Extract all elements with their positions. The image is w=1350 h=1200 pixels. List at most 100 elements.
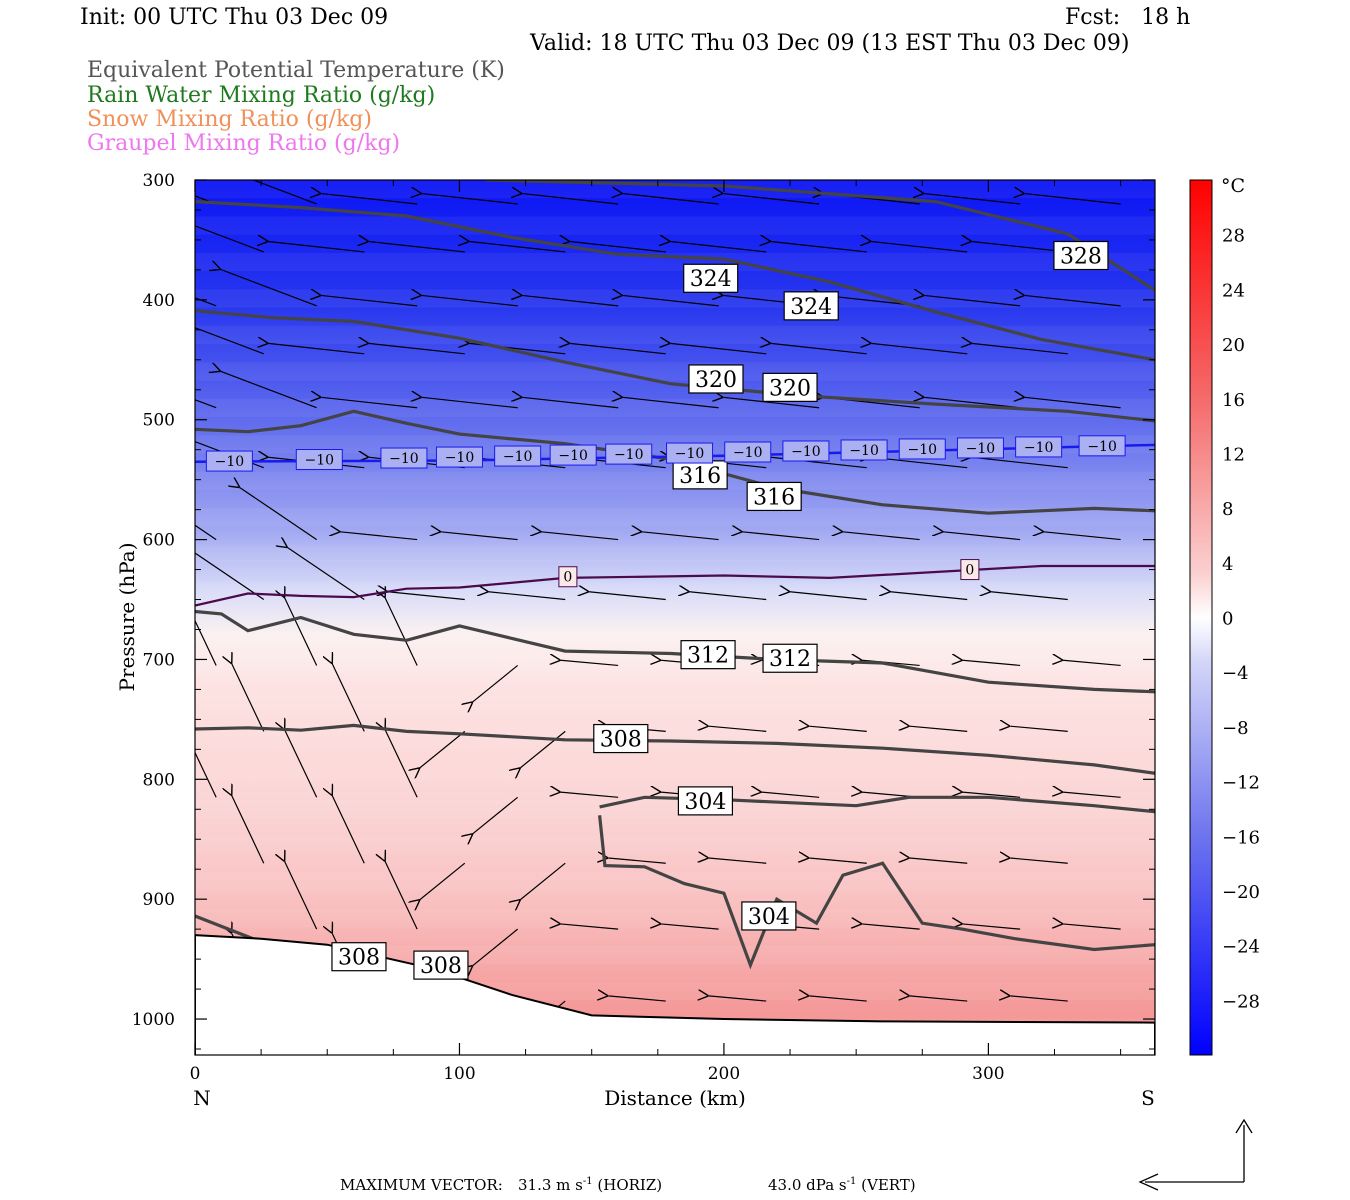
wind-vector xyxy=(1063,660,1121,667)
max-vector-vert: 43.0 dPa s-1 (VERT) xyxy=(768,1176,916,1194)
isotherm-label: −10 xyxy=(549,444,597,466)
wind-vector xyxy=(321,194,418,205)
svg-text:−10: −10 xyxy=(907,442,937,458)
wind-vector xyxy=(871,242,968,253)
svg-text:−10: −10 xyxy=(614,447,644,463)
colorbar-tick-label: 8 xyxy=(1222,499,1233,520)
svg-text:304: 304 xyxy=(684,790,726,815)
wind-vector xyxy=(369,242,465,253)
wind-vector xyxy=(723,194,820,205)
svg-text:308: 308 xyxy=(338,946,380,971)
wind-vector xyxy=(195,195,217,205)
isotherm-label: −10 xyxy=(956,437,1004,459)
wind-vector xyxy=(561,660,619,667)
theta-e-contour-line xyxy=(195,609,1155,694)
wind-vector xyxy=(287,548,365,601)
legend-rain-water: Rain Water Mixing Ratio (g/kg) xyxy=(87,83,436,108)
wind-vector xyxy=(473,664,519,701)
svg-text:−10: −10 xyxy=(503,449,533,465)
y-tick-label: 600 xyxy=(143,531,175,551)
wind-vector xyxy=(924,295,1021,307)
theta-e-contour-line xyxy=(195,723,1155,775)
wind-vector xyxy=(195,552,265,601)
svg-text:312: 312 xyxy=(687,644,729,669)
svg-text:−10: −10 xyxy=(733,445,763,461)
wind-vector xyxy=(642,532,719,541)
wind-vector xyxy=(385,862,418,930)
wind-vector xyxy=(608,996,666,1002)
wind-vector xyxy=(195,619,217,666)
wind-vector xyxy=(195,524,217,541)
legend-snow: Snow Mixing Ratio (g/kg) xyxy=(87,107,372,132)
wind-vector xyxy=(809,996,867,1002)
y-tick-label: 400 xyxy=(143,291,175,311)
wind-vector xyxy=(991,592,1068,601)
isotherm-label: −10 xyxy=(435,446,483,468)
wind-vector xyxy=(809,858,867,864)
colorbar-tick-label: −8 xyxy=(1222,718,1249,739)
svg-text:316: 316 xyxy=(679,464,721,489)
colorbar xyxy=(1189,179,1213,1056)
contour-label: 320 xyxy=(688,364,744,394)
theta-e-contour-line xyxy=(195,200,1155,362)
colorbar-tick-label: −24 xyxy=(1222,937,1260,958)
isotherm-label: −10 xyxy=(380,447,428,469)
wind-vector xyxy=(385,730,418,798)
wind-vector xyxy=(1044,532,1121,541)
contour-label: 312 xyxy=(680,640,736,670)
wind-vector xyxy=(332,796,365,864)
x-tick-label: 0 xyxy=(190,1064,201,1084)
wind-vector xyxy=(709,858,767,864)
wind-vector xyxy=(232,796,265,864)
y-axis: 300 400 500 600 700 800 900 1000 xyxy=(132,171,1155,1050)
contour-label: 316 xyxy=(746,481,802,512)
wind-vector xyxy=(762,792,820,798)
wind-vector xyxy=(1063,792,1121,798)
isotherm-label: −10 xyxy=(205,450,253,472)
wind-vector xyxy=(473,928,519,965)
wind-vector xyxy=(240,488,317,541)
max-vector-horiz: 31.3 m s-1 (HORIZ) xyxy=(518,1176,663,1194)
wind-vector xyxy=(670,242,767,253)
wind-vector xyxy=(862,924,920,930)
wind-vector xyxy=(623,194,719,205)
wind-vector xyxy=(221,269,317,307)
wind-vector xyxy=(520,862,566,899)
wind-vector xyxy=(422,194,518,205)
wind-vector xyxy=(469,242,566,253)
wind-vector xyxy=(723,397,820,409)
wind-vector xyxy=(251,180,317,205)
isotherm-label: −10 xyxy=(605,443,653,465)
wind-vector xyxy=(670,343,767,355)
y-tick-label: 800 xyxy=(143,770,175,790)
contour-label: 308 xyxy=(331,942,387,972)
svg-text:304: 304 xyxy=(748,905,790,930)
wind-vector xyxy=(963,924,1021,930)
contour-labels: 328 324 324 320 320 316 316 312 312 308 304 304 308 3… xyxy=(205,240,1126,980)
svg-text:324: 324 xyxy=(690,267,732,292)
wind-vector xyxy=(221,371,317,409)
isotherm-label: −10 xyxy=(295,449,343,471)
wind-vector xyxy=(422,295,518,307)
isotherm-label: −10 xyxy=(494,445,542,467)
theta-e-contour-line xyxy=(195,309,1155,423)
wind-vector xyxy=(1010,858,1068,864)
svg-text:−10: −10 xyxy=(791,444,821,460)
svg-text:−10: −10 xyxy=(558,448,588,464)
wind-vector xyxy=(195,751,217,798)
wind-vector xyxy=(924,194,1021,205)
wind-vector xyxy=(473,796,519,833)
wind-vector xyxy=(561,792,619,798)
ground-surface xyxy=(195,934,1155,1055)
wind-vector xyxy=(689,592,767,601)
wind-vector xyxy=(1025,194,1121,205)
svg-text:−10: −10 xyxy=(1087,439,1117,455)
y-tick-label: 700 xyxy=(143,650,175,670)
wind-vector xyxy=(1010,726,1068,732)
wind-vector xyxy=(285,730,318,798)
wind-vector xyxy=(709,726,767,732)
wind-vector xyxy=(790,592,867,601)
x-axis: 0 100 200 300 xyxy=(190,180,1122,1084)
svg-text:−10: −10 xyxy=(215,454,245,470)
wind-vector xyxy=(195,327,264,355)
